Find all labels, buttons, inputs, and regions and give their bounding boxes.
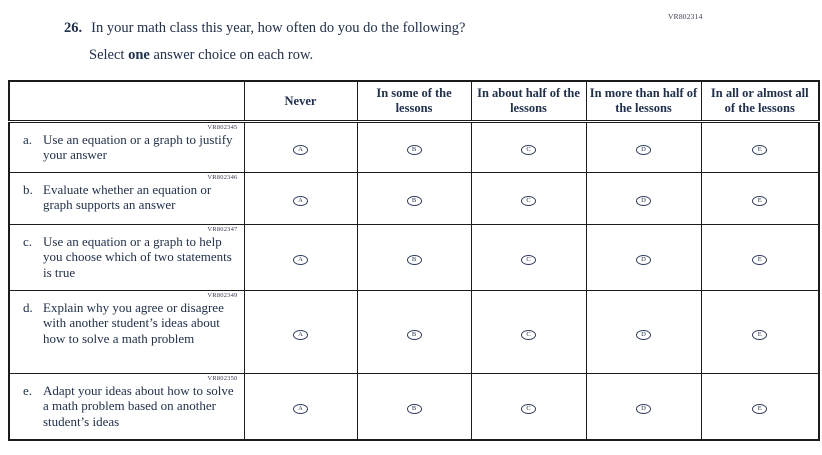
row-stem: VR802349 d. Explain why you agree or dis… xyxy=(8,289,245,374)
column-header-more-than-half: In more than half of the lessons xyxy=(585,80,702,123)
answer-bubble[interactable]: C xyxy=(521,329,536,340)
row-stem: VR802350 e. Adapt your ideas about how t… xyxy=(8,372,245,441)
row-code: VR802346 xyxy=(207,173,238,181)
row-letter: c. xyxy=(23,234,33,250)
column-header-about-half: In about half of the lessons xyxy=(470,80,587,123)
question-number: 26. xyxy=(64,20,83,36)
option-cell: C xyxy=(470,171,587,225)
form-code: VR802314 xyxy=(668,12,703,21)
answer-bubble[interactable]: C xyxy=(521,404,536,415)
answer-bubble[interactable]: B xyxy=(406,255,422,265)
row-code: VR802349 xyxy=(207,291,238,299)
answer-bubble[interactable]: D xyxy=(636,196,651,206)
option-cell: E xyxy=(700,289,820,374)
option-cell: E xyxy=(700,120,820,173)
row-letter: d. xyxy=(23,300,33,316)
table-row: VR802346 b. Evaluate whether an equation… xyxy=(8,171,820,225)
option-cell: D xyxy=(585,372,702,441)
instruction-line: Select one answer choice on each row. xyxy=(89,47,313,64)
option-cell: E xyxy=(700,171,820,225)
option-cell: A xyxy=(243,372,358,441)
option-cell: A xyxy=(243,120,358,173)
column-header-all: In all or almost all of the lessons xyxy=(700,80,820,123)
answer-bubble[interactable]: D xyxy=(636,255,651,265)
instruction-prefix: Select xyxy=(89,47,129,63)
row-text: Use an equation or a graph to justify yo… xyxy=(43,132,233,163)
option-cell: C xyxy=(470,289,587,374)
answer-bubble[interactable]: E xyxy=(752,255,768,265)
question-line: 26. In your math class this year, how oft… xyxy=(64,20,465,37)
table-row: VR802350 e. Adapt your ideas about how t… xyxy=(8,372,820,441)
option-cell: D xyxy=(585,289,702,374)
option-cell: B xyxy=(356,289,472,374)
option-cell: B xyxy=(356,171,472,225)
answer-bubble[interactable]: D xyxy=(636,404,651,415)
header-row: Never In some of the lessons In about ha… xyxy=(8,80,820,123)
question-text: In your math class this year, how often … xyxy=(91,20,466,36)
answer-bubble[interactable]: A xyxy=(293,196,308,206)
option-cell: B xyxy=(356,223,472,291)
row-text: Adapt your ideas about how to solve a ma… xyxy=(43,383,234,429)
table-row: VR802345 a. Use an equation or a graph t… xyxy=(8,120,820,173)
answer-bubble[interactable]: D xyxy=(636,329,651,340)
row-code: VR802347 xyxy=(207,225,238,233)
answer-bubble[interactable]: E xyxy=(752,329,768,340)
option-cell: C xyxy=(470,120,587,173)
answer-bubble[interactable]: C xyxy=(521,145,536,155)
row-letter: e. xyxy=(23,383,33,399)
row-text: Evaluate whether an equation or graph su… xyxy=(43,182,212,213)
row-text: Explain why you agree or disagree with a… xyxy=(43,300,224,346)
option-cell: A xyxy=(243,289,358,374)
column-header-never: Never xyxy=(243,80,358,123)
answer-bubble[interactable]: A xyxy=(293,255,308,265)
option-cell: A xyxy=(243,171,358,225)
row-stem: VR802347 c. Use an equation or a graph t… xyxy=(8,223,245,291)
answer-bubble[interactable]: B xyxy=(406,404,422,415)
option-cell: E xyxy=(700,223,820,291)
instruction-suffix: answer choice on each row. xyxy=(149,47,314,63)
response-table: Never In some of the lessons In about ha… xyxy=(8,80,820,441)
option-cell: C xyxy=(470,372,587,441)
row-code: VR802350 xyxy=(207,374,238,382)
answer-bubble[interactable]: D xyxy=(636,145,651,155)
row-stem: VR802345 a. Use an equation or a graph t… xyxy=(8,120,245,173)
answer-bubble[interactable]: E xyxy=(752,145,768,155)
stem-header-blank xyxy=(8,80,245,123)
answer-bubble[interactable]: C xyxy=(521,255,536,265)
answer-bubble[interactable]: B xyxy=(406,145,422,155)
answer-bubble[interactable]: B xyxy=(406,196,422,206)
answer-bubble[interactable]: E xyxy=(752,404,768,415)
option-cell: C xyxy=(470,223,587,291)
option-cell: D xyxy=(585,120,702,173)
table-row: VR802347 c. Use an equation or a graph t… xyxy=(8,223,820,291)
row-code: VR802345 xyxy=(207,123,238,131)
row-stem: VR802346 b. Evaluate whether an equation… xyxy=(8,171,245,225)
row-text: Use an equation or a graph to help you c… xyxy=(43,234,232,280)
instruction-bold: one xyxy=(128,47,150,63)
option-cell: B xyxy=(356,372,472,441)
column-header-some: In some of the lessons xyxy=(356,80,472,123)
table-row: VR802349 d. Explain why you agree or dis… xyxy=(8,289,820,374)
answer-bubble[interactable]: B xyxy=(406,329,422,340)
row-letter: a. xyxy=(23,132,33,148)
answer-bubble[interactable]: A xyxy=(293,404,308,415)
option-cell: E xyxy=(700,372,820,441)
option-cell: B xyxy=(356,120,472,173)
answer-bubble[interactable]: E xyxy=(752,196,768,206)
answer-bubble[interactable]: C xyxy=(521,196,536,206)
option-cell: D xyxy=(585,171,702,225)
option-cell: D xyxy=(585,223,702,291)
answer-bubble[interactable]: A xyxy=(293,145,308,155)
answer-bubble[interactable]: A xyxy=(293,329,308,340)
option-cell: A xyxy=(243,223,358,291)
row-letter: b. xyxy=(23,182,33,198)
